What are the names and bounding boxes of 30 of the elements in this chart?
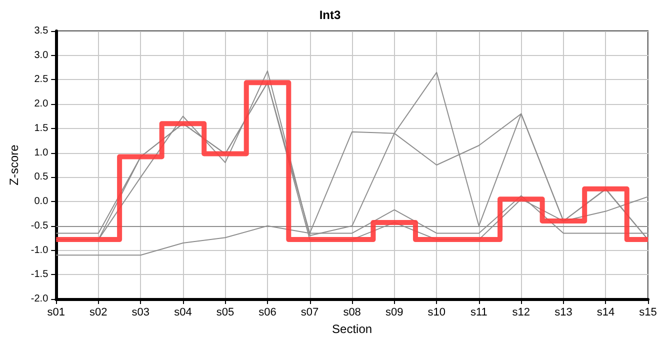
x-tick-label: s09: [385, 306, 404, 318]
x-tick-label: s07: [300, 306, 319, 318]
y-tick-label: 1.0: [34, 147, 49, 158]
x-tick-label: s10: [428, 306, 446, 318]
x-tick-label: s03: [132, 306, 150, 318]
x-tick-label: s12: [512, 306, 530, 318]
y-tick-label: 1.5: [34, 122, 49, 134]
chart-title: Int3: [319, 8, 341, 22]
x-tick-label: s02: [90, 306, 108, 318]
x-tick-label: s14: [596, 306, 615, 318]
y-tick-label: -1.5: [30, 269, 49, 280]
x-tick-label: s13: [554, 306, 572, 318]
x-tick-label: s01: [47, 306, 66, 318]
x-tick-label: s05: [216, 306, 234, 318]
x-tick-label: s08: [343, 306, 361, 318]
y-axis-title: Z-score: [7, 144, 21, 186]
x-axis-title: Section: [332, 322, 372, 336]
y-tick-label: 0.5: [34, 172, 49, 183]
y-tick-label: 3.5: [34, 26, 49, 36]
x-tick-label: s06: [258, 306, 276, 318]
y-tick-label: -2.0: [30, 294, 49, 304]
y-tick-label: 2.5: [34, 74, 49, 86]
x-tick-label: s04: [174, 306, 192, 318]
y-tick-label: 2.0: [34, 98, 49, 110]
x-tick-label: s15: [639, 306, 657, 318]
x-tick-label: s11: [470, 306, 488, 318]
y-tick-label: 0.0: [34, 196, 49, 208]
y-tick-label: -0.5: [30, 220, 49, 232]
y-tick-label: -1.0: [30, 244, 49, 256]
y-tick-label: 3.0: [34, 50, 49, 61]
